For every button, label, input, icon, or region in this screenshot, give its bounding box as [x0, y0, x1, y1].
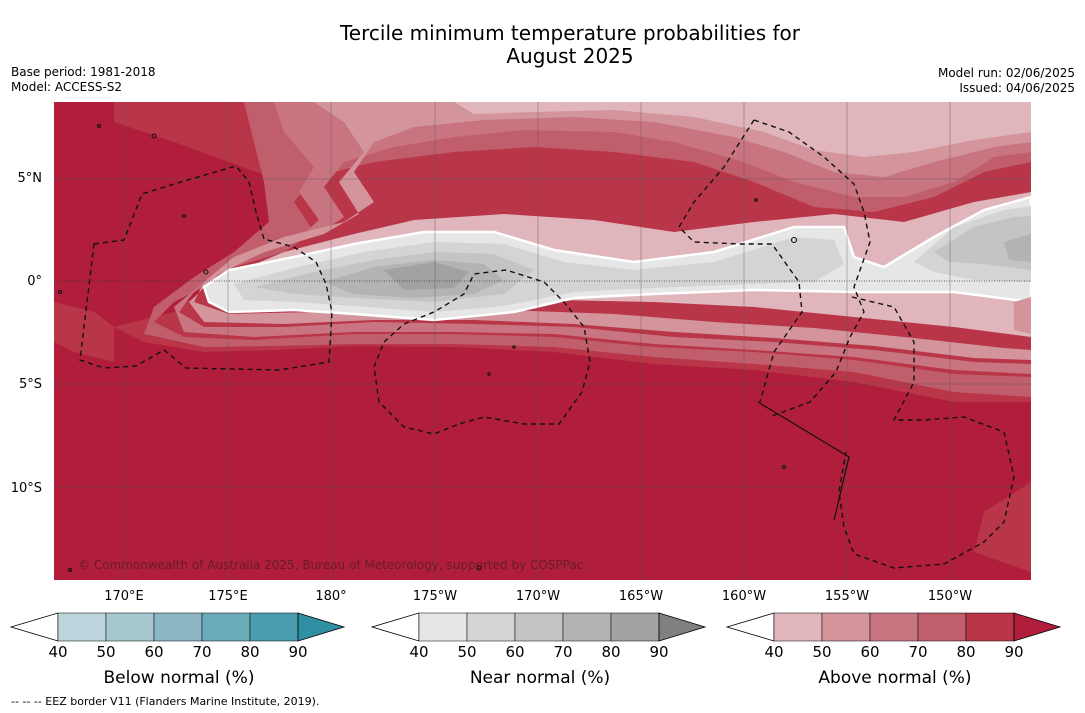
colorbar-tick-label: 90: [288, 643, 308, 661]
meta-right: Model run: 02/06/2025 Issued: 04/06/2025: [938, 66, 1075, 96]
colorbar-segment: [201, 612, 251, 642]
colorbar-segment: [821, 612, 871, 642]
map-title-line1: Tercile minimum temperature probabilitie…: [339, 21, 801, 45]
colorbar-segment: [153, 612, 203, 642]
graticule: [54, 102, 1031, 580]
zone-above-40: [454, 102, 1031, 157]
colorbar-segment: [57, 612, 107, 642]
zone-near-80: [384, 262, 469, 290]
lon-label-175w: 175°W: [412, 589, 458, 604]
colorbar-segment: [610, 612, 660, 642]
zone-above-80-se: [974, 482, 1031, 572]
colorbar-extend-low: [726, 612, 775, 642]
lon-label-180: 180°: [315, 589, 347, 604]
lon-label-175e: 175°E: [208, 589, 248, 604]
eez-borders: [79, 119, 1015, 569]
colorbar-above-title: Above normal (%): [818, 668, 972, 688]
meta-left: Base period: 1981-2018 Model: ACCESS-S2: [11, 65, 156, 95]
colorbar-extend-high: [297, 612, 346, 642]
colorbar-tick-label: 70: [553, 643, 573, 661]
map-svg: [54, 102, 1031, 580]
colorbar-segment: [514, 612, 564, 642]
colorbar-extend-low: [10, 612, 59, 642]
islands: [57, 123, 798, 573]
lat-label-0: 0°: [27, 274, 42, 289]
colorbar-tick-label: 80: [601, 643, 621, 661]
colorbar-tick-label: 50: [96, 643, 116, 661]
colorbar-below-title: Below normal (%): [103, 668, 255, 688]
map-title-line2: August 2025: [506, 44, 634, 68]
colorbar-segment: [562, 612, 612, 642]
eez-footnote: -- -- -- EEZ border V11 (Flanders Marine…: [11, 695, 320, 708]
colorbar-segment: [466, 612, 516, 642]
lat-label-5n: 5°N: [17, 171, 43, 186]
colorbar-tick-label: 90: [1004, 643, 1024, 661]
colorbar-tick-label: 70: [908, 643, 928, 661]
colorbar-tick-label: 60: [860, 643, 880, 661]
lon-label-155w: 155°W: [824, 589, 870, 604]
map-title: Tercile minimum temperature probabilitie…: [260, 22, 880, 68]
colorbar-segment: [869, 612, 919, 642]
colorbar-segment: [965, 612, 1015, 642]
colorbar-segment: [105, 612, 155, 642]
colorbar-tick-label: 60: [505, 643, 525, 661]
colorbar-near-title: Near normal (%): [469, 668, 611, 688]
lon-label-165w: 165°W: [618, 589, 664, 604]
model-run: Model run: 02/06/2025: [937, 66, 1075, 80]
lon-label-170e: 170°E: [104, 589, 144, 604]
zone-above-south-tongue: [1014, 297, 1031, 334]
colorbar-tick-label: 70: [192, 643, 212, 661]
zone-near-70-east: [1004, 234, 1031, 262]
colorbar-below-normal: [10, 612, 346, 642]
zone-above-80-south: [54, 302, 114, 362]
colorbar-segment: [249, 612, 299, 642]
colorbar-tick-label: 40: [48, 643, 68, 661]
colorbar-tick-label: 90: [649, 643, 669, 661]
map-panel: [54, 102, 1031, 580]
colorbar-near-normal: [371, 612, 707, 642]
colorbar-tick-label: 80: [956, 643, 976, 661]
model-name: Model: ACCESS-S2: [11, 80, 123, 94]
colorbar-segment: [418, 612, 468, 642]
lon-label-160w: 160°W: [721, 589, 767, 604]
zone-above-60: [174, 102, 1031, 374]
colorbar-tick-label: 40: [409, 643, 429, 661]
colorbar-segment: [917, 612, 967, 642]
colorbar-segment: [773, 612, 823, 642]
colorbar-tick-label: 50: [812, 643, 832, 661]
colorbar-tick-label: 60: [144, 643, 164, 661]
lon-label-150w: 150°W: [927, 589, 973, 604]
lon-label-170w: 170°W: [515, 589, 561, 604]
colorbar-extend-high: [1013, 612, 1062, 642]
zone-near-60-east: [934, 216, 1031, 270]
colorbar-above-normal: [726, 612, 1062, 642]
lat-label-10s: 10°S: [10, 481, 42, 496]
colorbar-tick-label: 80: [240, 643, 260, 661]
lat-label-5s: 5°S: [18, 377, 42, 392]
issued-date: Issued: 04/06/2025: [959, 81, 1075, 95]
colorbar-tick-label: 50: [457, 643, 477, 661]
copyright-text: © Commonwealth of Australia 2025, Bureau…: [78, 558, 584, 572]
colorbar-extend-high: [658, 612, 707, 642]
colorbar-extend-low: [371, 612, 420, 642]
zone-above-50: [189, 102, 1031, 360]
base-period: Base period: 1981-2018: [11, 65, 156, 79]
eez-solid-segment: [757, 401, 850, 521]
colorbar-tick-label: 40: [764, 643, 784, 661]
